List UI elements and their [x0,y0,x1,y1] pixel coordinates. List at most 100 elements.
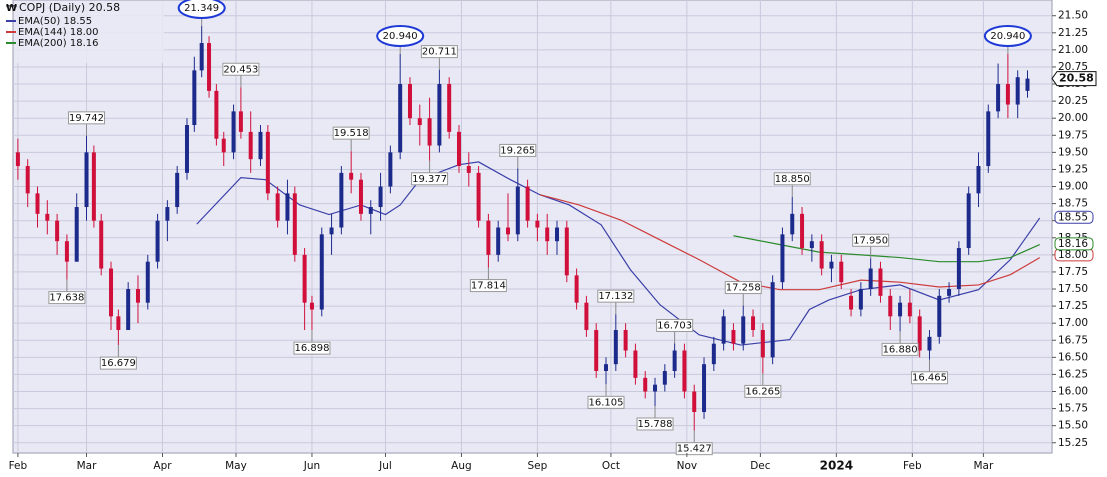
candle-body [888,295,893,317]
candle-body [126,289,131,331]
y-tick-label: 17.25 [1058,300,1088,312]
annotation-box [773,172,811,186]
annotation-box [222,62,260,76]
candle-body [349,172,354,180]
candle-body [275,193,280,221]
candle-body [378,186,383,208]
candle-body [339,172,344,228]
legend-box [14,1,164,63]
candle-body [309,302,314,310]
candle-body [496,227,501,255]
candle-body [45,213,50,221]
annotation-label: 18.850 [775,174,810,185]
candle-body [976,166,981,194]
annotation-label: 17.638 [49,293,84,304]
candle-body [623,330,628,351]
candle-body [956,248,961,290]
candle-body [849,295,854,310]
candle-body [238,111,243,132]
x-tick-label: Jun [303,460,320,472]
candle-body [947,289,952,296]
candle-body [135,289,140,303]
candle-body [653,384,658,392]
annotation-box [910,371,948,385]
candle-body [329,227,334,235]
annotation-label: 15.788 [638,419,673,430]
candle-body [819,241,824,269]
annotation-box [597,289,635,303]
candle-body [604,364,609,372]
candle-body [192,70,197,126]
y-tick-label: 21.00 [1058,44,1088,56]
y-tick-label: 20.25 [1058,95,1088,107]
y-tick-label: 15.50 [1058,420,1088,432]
candle-body [692,391,697,413]
candle-body [466,166,471,173]
candle-body [829,261,834,269]
annotation-box [587,395,625,409]
candle-body [84,152,89,208]
candle-body [525,186,530,221]
candle-body [99,220,104,269]
annotation-label: 17.132 [598,291,633,302]
candle-body [221,138,226,153]
annotation-label: 17.950 [853,235,888,246]
y-tick-label: 20.00 [1058,112,1088,124]
x-tick-label: Jul [378,460,392,472]
annotation-label: 17.814 [471,281,506,292]
y-tick-label: 19.50 [1058,146,1088,158]
y-tick-label: 18.75 [1058,198,1088,210]
candle-body [456,131,461,167]
x-tick-label: Feb [9,460,28,472]
x-tick-label: May [225,460,247,472]
annotation-label: 17.258 [726,283,761,294]
ema-line [733,235,1040,263]
candle-body [780,234,785,283]
annotation-box [411,172,449,186]
annotation-box [675,442,713,456]
candle-body [966,193,971,249]
candle-body [878,268,883,296]
candle-body [15,152,20,167]
legend: ₩ COPJ (Daily) 20.58 EMA(50) 18.55EMA(14… [6,1,164,63]
annotation-box [852,233,890,247]
candle-body [165,207,170,221]
value-tag [1054,210,1094,224]
y-tick-label: 20.75 [1058,61,1088,73]
candle-body [633,350,638,378]
candle-body [770,282,775,358]
annotation-circle [177,0,226,20]
annotation-label: 20.940 [990,31,1025,42]
candle-body [682,350,687,392]
annotation-label: 16.880 [883,344,918,355]
candle-body [858,289,863,310]
candle-body [1015,77,1020,105]
annotation-label: 21.349 [184,3,219,14]
candle-body [155,220,160,262]
value-tag-label: 18.55 [1058,211,1088,223]
candle-body [898,302,903,317]
candle-body [986,111,991,167]
candle-body [398,84,403,153]
candle-body [505,227,510,235]
value-tag-label: 18.16 [1058,238,1088,250]
candle-body [662,371,667,385]
candle-body [427,118,432,146]
annotation-box [499,143,537,157]
candle-body [907,302,912,317]
annotation-box [469,279,507,293]
annotation-label: 19.265 [500,145,535,156]
candle-body [248,131,253,160]
candle-body [721,316,726,344]
annotation-box [68,111,106,125]
annotation-label: 20.940 [383,31,418,42]
candle-body [555,227,560,242]
annotation-box [881,342,919,356]
x-tick-label: Oct [602,460,620,472]
x-tick-label: Feb [903,460,922,472]
annotation-label: 16.703 [657,320,692,331]
ema-line [539,194,1041,291]
candle-body [1005,84,1010,105]
x-tick-label: Aug [451,460,472,472]
